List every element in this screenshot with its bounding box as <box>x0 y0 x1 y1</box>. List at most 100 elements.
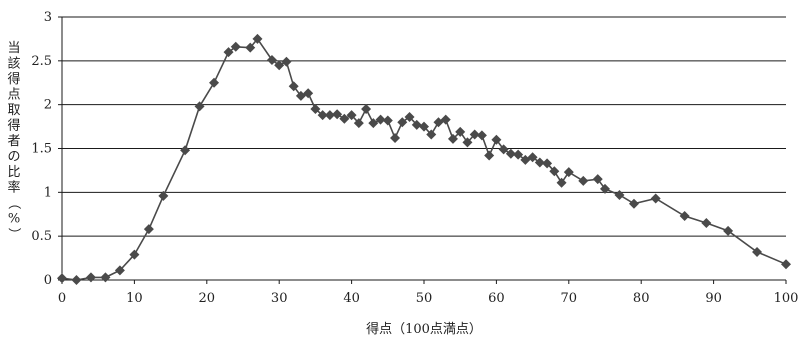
x-tick-label: 90 <box>705 291 722 306</box>
x-tick-label: 50 <box>416 291 433 306</box>
y-tick-label: 1.5 <box>31 142 52 157</box>
y-axis-title-char: 得 <box>7 71 20 87</box>
y-axis-title-char: 比 <box>7 165 20 180</box>
x-tick-label: 40 <box>343 291 360 306</box>
data-series <box>57 33 791 285</box>
data-point <box>527 152 538 163</box>
y-axis-title-char: 取 <box>7 103 20 118</box>
data-point <box>447 133 458 144</box>
data-point <box>114 265 125 276</box>
data-point <box>158 190 169 201</box>
data-point <box>353 118 364 129</box>
data-point <box>288 81 299 92</box>
data-point <box>245 42 256 53</box>
data-point <box>614 189 625 200</box>
data-point <box>781 259 791 270</box>
data-point <box>397 117 408 128</box>
data-point <box>85 272 96 283</box>
y-tick-label: 3 <box>44 10 52 25</box>
data-point <box>752 246 763 257</box>
data-point <box>679 211 690 222</box>
y-axis-title-char: 当 <box>7 41 20 56</box>
data-point <box>556 177 567 188</box>
data-point <box>303 88 314 99</box>
y-axis-title-char: の <box>7 150 20 165</box>
data-point <box>404 111 415 122</box>
y-axis-title-char: （ <box>6 196 21 209</box>
data-point <box>549 166 560 177</box>
data-point <box>339 113 350 124</box>
y-tick-label: 2 <box>44 98 52 113</box>
data-point <box>491 134 502 145</box>
data-point <box>368 118 379 129</box>
data-point <box>209 77 220 88</box>
data-point <box>411 119 422 130</box>
data-point <box>375 114 386 125</box>
data-point <box>498 144 509 155</box>
series-line <box>61 37 787 281</box>
data-point <box>513 149 524 160</box>
x-tick-label: 10 <box>126 291 143 306</box>
data-point <box>578 175 589 186</box>
y-tick-label: 2.5 <box>31 54 52 69</box>
y-tick-label: 1 <box>44 185 52 200</box>
data-point <box>440 114 451 125</box>
data-point <box>310 104 321 115</box>
data-point <box>426 129 437 140</box>
data-point <box>57 273 67 284</box>
y-axis-title-char: 者 <box>7 134 20 149</box>
data-point <box>476 130 487 141</box>
y-axis-title-char: % <box>8 212 20 227</box>
data-point <box>592 174 603 185</box>
y-axis-title-char: 率 <box>7 180 20 196</box>
data-point <box>469 129 480 140</box>
x-tick-label: 30 <box>271 291 288 306</box>
data-point <box>650 193 661 204</box>
data-point <box>317 110 328 121</box>
y-axis-title-char: 点 <box>7 88 20 103</box>
data-point <box>534 157 545 168</box>
data-point <box>180 145 191 156</box>
data-point <box>600 183 610 194</box>
data-point <box>332 109 343 120</box>
tick-labels: 00.511.522.530 10 20 30 40 50 60 70 80 90 100 <box>31 10 798 306</box>
data-point <box>71 275 82 285</box>
data-point <box>701 218 712 229</box>
y-axis-title-char: 該 <box>7 56 20 72</box>
data-point <box>252 33 263 44</box>
y-axis-title-char: ） <box>6 227 21 240</box>
data-point <box>419 121 429 132</box>
axes <box>58 16 787 284</box>
x-tick-label: 80 <box>633 291 650 306</box>
x-axis-title: 得点（100点満点） <box>366 321 482 337</box>
data-point <box>274 60 285 71</box>
x-tick-label: 0 <box>58 291 66 306</box>
data-point <box>628 198 639 209</box>
x-tick-label: 60 <box>488 291 505 306</box>
data-point <box>281 56 292 67</box>
x-tick-label: 100 <box>774 291 799 306</box>
data-point <box>382 115 393 126</box>
data-point <box>563 167 574 178</box>
data-point <box>100 272 111 283</box>
data-point <box>484 150 495 161</box>
data-point <box>346 110 357 121</box>
y-tick-label: 0.5 <box>31 229 52 244</box>
x-tick-label: 20 <box>199 291 216 306</box>
data-point <box>324 110 335 121</box>
data-point <box>230 41 241 52</box>
data-point <box>390 132 401 143</box>
data-point <box>462 137 473 148</box>
x-tick-label: 70 <box>561 291 578 306</box>
data-point <box>505 148 516 159</box>
y-axis-title-char: 得 <box>7 118 20 134</box>
y-tick-label: 0 <box>44 273 52 288</box>
data-point <box>266 54 277 65</box>
data-point <box>723 225 734 236</box>
data-point <box>194 101 205 112</box>
data-point <box>129 249 140 260</box>
data-point <box>361 104 372 115</box>
